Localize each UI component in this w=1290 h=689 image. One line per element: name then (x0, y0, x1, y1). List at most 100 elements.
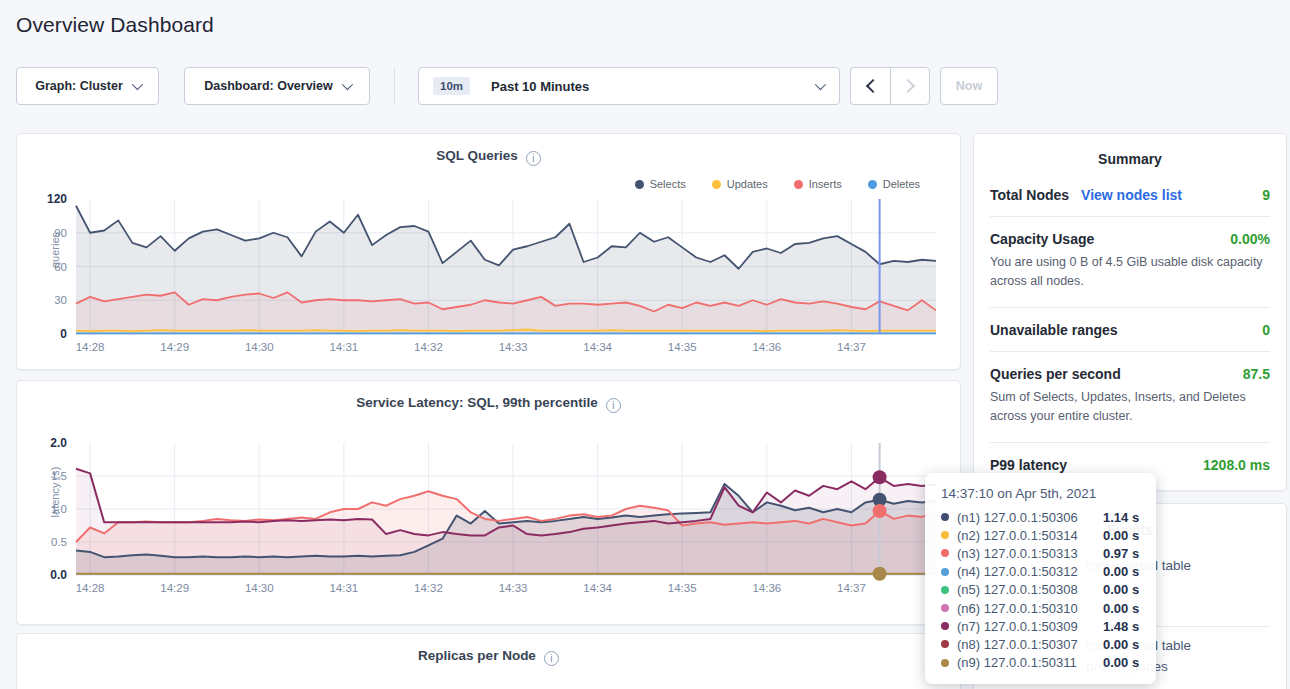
time-range-dropdown[interactable]: 10m Past 10 Minutes (418, 67, 840, 105)
svg-text:14:30: 14:30 (245, 582, 274, 594)
unavailable-label: Unavailable ranges (990, 322, 1118, 338)
time-range-label: Past 10 Minutes (491, 79, 589, 94)
series-dot (941, 568, 949, 576)
service-latency-chart[interactable]: 0.0 0.5 1.0 1.5 2.0 14:28 14:29 14:30 14:31 14:32… (17, 429, 962, 611)
tooltip-row-n6: (n6) 127.0.0.1:503100.00 s (941, 599, 1140, 617)
svg-text:14:36: 14:36 (752, 582, 781, 594)
svg-text:60: 60 (54, 261, 67, 273)
p99-value: 1208.0 ms (1203, 457, 1270, 473)
time-range-badge: 10m (433, 77, 470, 95)
page-title: Overview Dashboard (16, 13, 214, 37)
chevron-down-icon (815, 79, 826, 90)
summary-row-total-nodes: Total Nodes View nodes list 9 (990, 173, 1270, 217)
dashboard-dropdown-label: Dashboard: Overview (204, 79, 333, 93)
tooltip-row-n9: (n9) 127.0.0.1:503110.00 s (941, 654, 1140, 672)
svg-text:14:28: 14:28 (76, 582, 105, 594)
series-dot (941, 604, 949, 612)
summary-row-capacity: Capacity Usage 0.00% You are using 0 B o… (990, 217, 1270, 308)
view-nodes-list-link[interactable]: View nodes list (1081, 187, 1182, 203)
graph-dropdown[interactable]: Graph: Cluster (16, 67, 159, 105)
svg-text:1.0: 1.0 (51, 503, 67, 515)
chart-hover-tooltip: 14:37:10 on Apr 5th, 2021 (n1) 127.0.0.1… (925, 473, 1156, 684)
sql-queries-title: SQL Queries (17, 148, 960, 166)
svg-text:14:33: 14:33 (499, 341, 528, 353)
total-nodes-label: Total Nodes (990, 187, 1069, 203)
tooltip-row-n5: (n5) 127.0.0.1:503080.00 s (941, 581, 1140, 599)
chevron-down-icon (342, 79, 353, 90)
summary-row-qps: Queries per second 87.5 Sum of Selects, … (990, 352, 1270, 443)
time-forward-button[interactable] (890, 67, 930, 105)
svg-text:14:32: 14:32 (414, 582, 443, 594)
capacity-caption: You are using 0 B of 4.5 GiB usable disk… (990, 247, 1270, 294)
series-dot (941, 531, 949, 539)
now-button[interactable]: Now (940, 67, 998, 105)
sql-queries-chart[interactable]: 0 30 60 90 120 14:28 14:29 14:30 14:31 14:32 14:33… (17, 182, 962, 364)
qps-label: Queries per second (990, 366, 1121, 382)
summary-panel: Summary Total Nodes View nodes list 9 Ca… (973, 133, 1287, 491)
svg-text:30: 30 (54, 294, 67, 306)
svg-text:14:36: 14:36 (752, 341, 781, 353)
svg-text:14:37: 14:37 (837, 341, 866, 353)
qps-caption: Sum of Selects, Updates, Inserts, and De… (990, 382, 1270, 429)
svg-text:14:29: 14:29 (160, 582, 189, 594)
svg-text:14:34: 14:34 (583, 341, 612, 353)
chevron-right-icon (901, 79, 915, 93)
svg-text:1.5: 1.5 (51, 470, 67, 482)
qps-value: 87.5 (1243, 366, 1270, 382)
svg-text:14:35: 14:35 (668, 341, 697, 353)
svg-text:14:32: 14:32 (414, 341, 443, 353)
svg-text:14:33: 14:33 (499, 582, 528, 594)
graph-dropdown-label: Graph: Cluster (35, 79, 123, 93)
series-dot (941, 659, 949, 667)
tooltip-row-n1: (n1) 127.0.0.1:503061.14 s (941, 508, 1140, 526)
info-icon[interactable] (544, 651, 559, 666)
tooltip-timestamp: 14:37:10 on Apr 5th, 2021 (941, 486, 1140, 501)
svg-text:120: 120 (47, 192, 67, 206)
series-dot (941, 513, 949, 521)
svg-text:90: 90 (54, 227, 67, 239)
tooltip-row-n2: (n2) 127.0.0.1:503140.00 s (941, 526, 1140, 544)
svg-text:14:30: 14:30 (245, 341, 274, 353)
series-dot (941, 622, 949, 630)
unavailable-value: 0 (1262, 322, 1270, 338)
svg-text:0: 0 (60, 327, 67, 341)
svg-text:14:35: 14:35 (668, 582, 697, 594)
info-icon[interactable] (526, 151, 541, 166)
svg-text:0.0: 0.0 (50, 568, 67, 582)
svg-text:14:31: 14:31 (329, 582, 358, 594)
svg-text:14:31: 14:31 (329, 341, 358, 353)
p99-label: P99 latency (990, 457, 1067, 473)
svg-text:14:34: 14:34 (583, 582, 612, 594)
tooltip-row-n3: (n3) 127.0.0.1:503130.97 s (941, 544, 1140, 562)
tooltip-row-n8: (n8) 127.0.0.1:503070.00 s (941, 635, 1140, 653)
replicas-title: Replicas per Node (17, 648, 960, 666)
svg-text:14:28: 14:28 (76, 341, 105, 353)
total-nodes-value: 9 (1262, 187, 1270, 203)
svg-text:14:29: 14:29 (160, 341, 189, 353)
toolbar-divider (394, 67, 395, 105)
series-dot (941, 586, 949, 594)
summary-title: Summary (990, 134, 1270, 173)
toolbar: Graph: Cluster Dashboard: Overview 10m P… (16, 67, 998, 105)
tooltip-row-n4: (n4) 127.0.0.1:503120.00 s (941, 563, 1140, 581)
service-latency-title: Service Latency: SQL, 99th percentile (17, 395, 960, 413)
service-latency-card: Service Latency: SQL, 99th percentile la… (16, 380, 961, 625)
info-icon[interactable] (606, 398, 621, 413)
time-back-button[interactable] (850, 67, 890, 105)
series-dot (941, 549, 949, 557)
dashboard-dropdown[interactable]: Dashboard: Overview (184, 67, 370, 105)
capacity-value: 0.00% (1230, 231, 1270, 247)
capacity-label: Capacity Usage (990, 231, 1094, 247)
sql-queries-card: SQL Queries Selects Updates Inserts Dele… (16, 133, 961, 370)
chevron-left-icon (865, 79, 879, 93)
svg-text:2.0: 2.0 (50, 436, 67, 450)
series-dot (941, 640, 949, 648)
overview-dashboard-page: Overview Dashboard Graph: Cluster Dashbo… (0, 0, 1290, 689)
replicas-per-node-card: Replicas per Node (16, 633, 961, 689)
time-pager (850, 67, 930, 105)
summary-row-unavailable: Unavailable ranges 0 (990, 308, 1270, 352)
tooltip-row-n7: (n7) 127.0.0.1:503091.48 s (941, 617, 1140, 635)
svg-text:14:37: 14:37 (837, 582, 866, 594)
svg-text:0.5: 0.5 (51, 536, 67, 548)
chevron-down-icon (132, 79, 143, 90)
